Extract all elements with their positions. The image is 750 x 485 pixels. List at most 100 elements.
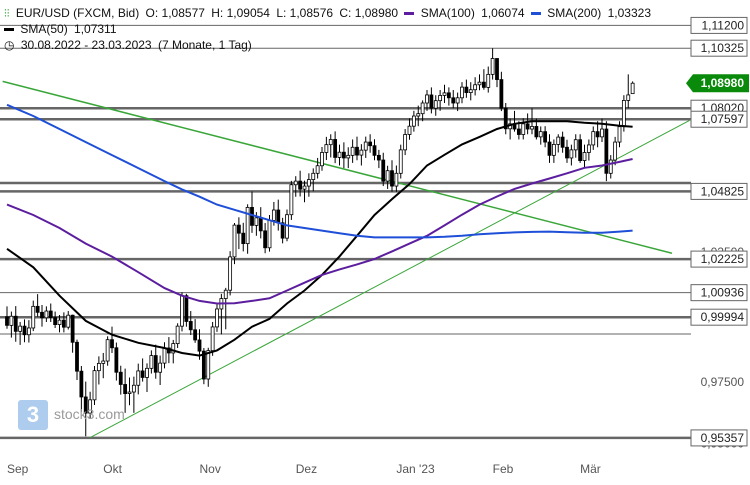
candle-body	[123, 384, 128, 394]
candle-body	[324, 144, 329, 153]
candle-body	[600, 128, 604, 138]
candle-body	[197, 339, 202, 352]
candle-body	[376, 154, 381, 161]
candle-body	[61, 319, 66, 328]
candle-body	[175, 325, 180, 344]
x-month-label: Nov	[200, 462, 221, 476]
header-line-1: ⫶⫶ EUR/USD (FXCM, Bid) O: 1,08577 H: 1,0…	[4, 6, 654, 21]
candle-body	[591, 131, 596, 146]
last-price-label: 1,08980	[701, 76, 745, 90]
candle-body	[530, 126, 534, 130]
candle-body	[499, 79, 504, 109]
candle-body	[263, 230, 268, 249]
candle-body	[75, 341, 79, 372]
candle-body	[398, 149, 403, 174]
candle-body	[350, 146, 355, 156]
candle-body	[363, 141, 368, 151]
candle-body	[5, 316, 9, 326]
candle-body	[110, 339, 114, 349]
candle-body	[88, 399, 93, 414]
sma100-swatch-icon	[404, 12, 415, 16]
candle-body	[96, 362, 101, 372]
level-tag-label: 1,07597	[701, 112, 745, 126]
candle-body	[210, 326, 215, 352]
sma200-swatch-icon	[530, 12, 541, 16]
trendline-rising	[89, 120, 690, 439]
candle-body	[534, 126, 539, 138]
clock-icon: ◷	[4, 38, 15, 52]
level-tag	[690, 39, 748, 57]
candle-body	[486, 73, 491, 88]
instrument-name: EUR/USD (FXCM, Bid)	[15, 6, 140, 20]
x-month-label: Jan '23	[396, 462, 435, 476]
candle-body	[250, 207, 254, 226]
candle-body	[35, 305, 40, 313]
moving-averages	[6, 103, 633, 357]
candle-body	[617, 126, 622, 143]
low-value: L: 1,08576	[276, 6, 334, 20]
candle-body	[245, 207, 250, 245]
candle-body	[57, 319, 62, 325]
candle-body	[201, 350, 206, 380]
candle-body	[442, 92, 447, 96]
candle-body	[495, 58, 499, 80]
trendline-falling	[2, 80, 673, 254]
candle-body	[604, 128, 609, 174]
candle-body	[547, 141, 552, 156]
candle-body	[569, 149, 574, 159]
candle-body	[460, 86, 464, 99]
candle-body	[613, 141, 618, 161]
candle-body	[337, 151, 342, 158]
candle-body	[306, 179, 311, 187]
candle-body	[429, 94, 434, 109]
candle-body	[298, 180, 303, 190]
candle-body	[368, 141, 373, 147]
candle-body	[302, 185, 307, 190]
level-tag-label: 1,11200	[702, 18, 745, 32]
candle-body	[608, 159, 613, 174]
candle-body	[521, 123, 526, 135]
candle-body	[40, 311, 44, 319]
candle-body	[140, 370, 145, 378]
candle-body	[223, 289, 228, 299]
candle-body	[180, 295, 184, 327]
close-value: C: 1,08980	[339, 6, 399, 20]
x-month-label: Feb	[493, 462, 514, 476]
candle-body	[372, 145, 377, 156]
candle-body	[473, 84, 478, 91]
candle-body	[136, 370, 141, 386]
logo-text: stock3.com	[54, 406, 125, 422]
candle-body	[464, 86, 469, 93]
candle-body	[468, 89, 473, 93]
period-range: 30.08.2022 - 23.03.2023	[20, 38, 152, 52]
candle-body	[158, 362, 163, 373]
price-axis: 1,000000,975000,950001,025001,100001,080…	[686, 16, 749, 450]
candle-body	[551, 144, 556, 156]
candle-body	[490, 58, 495, 75]
level-tag	[690, 110, 748, 128]
candle-body	[289, 184, 294, 216]
candle-body	[359, 149, 364, 156]
candle-body	[315, 165, 320, 174]
candle-body	[228, 256, 233, 291]
y-tick-label: 0,97500	[701, 375, 745, 389]
candle-body	[403, 134, 408, 151]
sma50-label: SMA(50)	[20, 22, 68, 36]
candle-body	[171, 343, 176, 354]
candle-body	[9, 315, 14, 326]
candle-body	[66, 314, 71, 328]
candle-body	[44, 310, 49, 319]
candle-body	[236, 224, 241, 234]
candle-body	[184, 295, 189, 322]
high-value: H: 1,09054	[211, 6, 270, 20]
candle-body	[407, 125, 412, 135]
period-note: (7 Monate, 1 Tag)	[157, 38, 252, 52]
candle-body	[206, 350, 211, 380]
candle-body	[565, 146, 569, 159]
candle-body	[503, 107, 508, 130]
level-tag-label: 1,04825	[701, 184, 745, 198]
candle-body	[311, 172, 316, 180]
candle-body	[346, 154, 351, 159]
